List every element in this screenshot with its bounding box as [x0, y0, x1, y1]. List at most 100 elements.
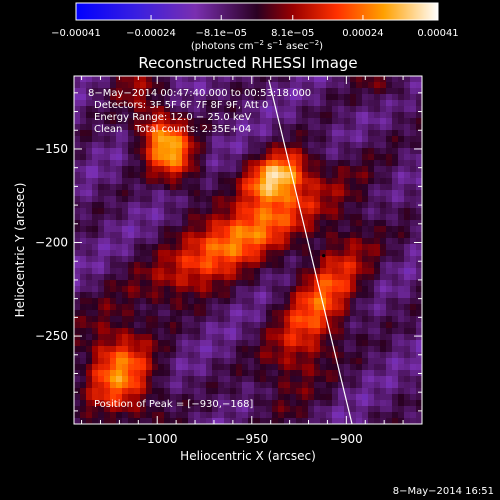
heatmap-pixel: [242, 382, 249, 389]
heatmap-pixel: [110, 292, 117, 299]
heatmap-pixel: [188, 112, 195, 119]
heatmap-pixel: [158, 196, 165, 203]
heatmap-pixel: [344, 94, 351, 101]
heatmap-pixel: [320, 274, 327, 281]
heatmap-pixel: [176, 130, 183, 137]
heatmap-pixel: [140, 376, 147, 383]
heatmap-pixel: [176, 106, 183, 113]
heatmap-pixel: [182, 232, 189, 239]
heatmap-pixel: [218, 328, 225, 335]
heatmap-pixel: [266, 412, 273, 419]
heatmap-pixel: [104, 88, 111, 95]
heatmap-pixel: [248, 346, 255, 353]
heatmap-pixel: [302, 202, 309, 209]
heatmap-pixel: [266, 376, 273, 383]
heatmap-pixel: [134, 226, 141, 233]
heatmap-pixel: [266, 94, 273, 101]
heatmap-pixel: [122, 178, 129, 185]
heatmap-pixel: [218, 136, 225, 143]
heatmap-pixel: [290, 280, 297, 287]
heatmap-pixel: [338, 130, 345, 137]
heatmap-pixel: [344, 142, 351, 149]
heatmap-pixel: [254, 82, 261, 89]
heatmap-pixel: [410, 250, 417, 257]
heatmap-pixel: [260, 178, 267, 185]
heatmap-pixel: [374, 412, 381, 419]
heatmap-pixel: [332, 376, 339, 383]
heatmap-pixel: [224, 358, 231, 365]
heatmap-pixel: [332, 232, 339, 239]
heatmap-pixel: [122, 130, 129, 137]
heatmap-pixel: [332, 190, 339, 197]
heatmap-pixel: [308, 118, 315, 125]
heatmap-pixel: [164, 280, 171, 287]
heatmap-pixel: [74, 268, 81, 275]
heatmap-pixel: [368, 394, 375, 401]
heatmap-pixel: [284, 208, 291, 215]
heatmap-pixel: [260, 406, 267, 413]
heatmap-pixel: [98, 334, 105, 341]
heatmap-pixel: [368, 214, 375, 221]
heatmap-pixel: [386, 196, 393, 203]
heatmap-pixel: [158, 400, 165, 407]
heatmap-pixel: [356, 88, 363, 95]
heatmap-pixel: [86, 142, 93, 149]
heatmap-pixel: [290, 268, 297, 275]
heatmap-pixel: [320, 124, 327, 131]
heatmap-pixel: [86, 238, 93, 245]
heatmap-pixel: [176, 184, 183, 191]
heatmap-pixel: [110, 382, 117, 389]
heatmap-pixel: [302, 364, 309, 371]
heatmap-pixel: [242, 130, 249, 137]
heatmap-pixel: [92, 346, 99, 353]
heatmap-pixel: [110, 130, 117, 137]
heatmap-pixel: [122, 298, 129, 305]
heatmap-pixel: [170, 100, 177, 107]
heatmap-pixel: [374, 172, 381, 179]
heatmap-pixel: [284, 262, 291, 269]
heatmap-pixel: [188, 316, 195, 323]
heatmap-pixel: [254, 322, 261, 329]
heatmap-pixel: [326, 148, 333, 155]
heatmap-pixel: [86, 136, 93, 143]
heatmap-pixel: [140, 292, 147, 299]
heatmap-pixel: [260, 340, 267, 347]
heatmap-pixel: [260, 244, 267, 251]
heatmap-pixel: [320, 172, 327, 179]
colorbar-tick-label: −8.1e−05: [195, 28, 247, 39]
heatmap-pixel: [266, 328, 273, 335]
heatmap-pixel: [134, 142, 141, 149]
heatmap-pixel: [146, 268, 153, 275]
heatmap-pixel: [194, 76, 201, 83]
heatmap-pixel: [398, 82, 405, 89]
heatmap-pixel: [398, 268, 405, 275]
heatmap-pixel: [296, 310, 303, 317]
heatmap-pixel: [98, 136, 105, 143]
heatmap-pixel: [404, 94, 411, 101]
heatmap-pixel: [350, 94, 357, 101]
heatmap-pixel: [296, 328, 303, 335]
heatmap-pixel: [170, 274, 177, 281]
heatmap-pixel: [74, 334, 81, 341]
heatmap-pixel: [284, 214, 291, 221]
heatmap-pixel: [230, 394, 237, 401]
heatmap-pixel: [392, 310, 399, 317]
heatmap-pixel: [218, 388, 225, 395]
heatmap-pixel: [128, 304, 135, 311]
heatmap-pixel: [248, 304, 255, 311]
heatmap-pixel: [332, 226, 339, 233]
heatmap-pixel: [134, 256, 141, 263]
heatmap-pixel: [164, 76, 171, 83]
heatmap-pixel: [176, 160, 183, 167]
heatmap-pixel: [356, 232, 363, 239]
heatmap-pixel: [146, 250, 153, 257]
heatmap-pixel: [368, 184, 375, 191]
heatmap-pixel: [86, 214, 93, 221]
heatmap-pixel: [104, 184, 111, 191]
heatmap-pixel: [284, 100, 291, 107]
heatmap-pixel: [308, 286, 315, 293]
heatmap-image: [74, 76, 422, 424]
heatmap-pixel: [320, 268, 327, 275]
heatmap-pixel: [212, 124, 219, 131]
heatmap-pixel: [146, 358, 153, 365]
